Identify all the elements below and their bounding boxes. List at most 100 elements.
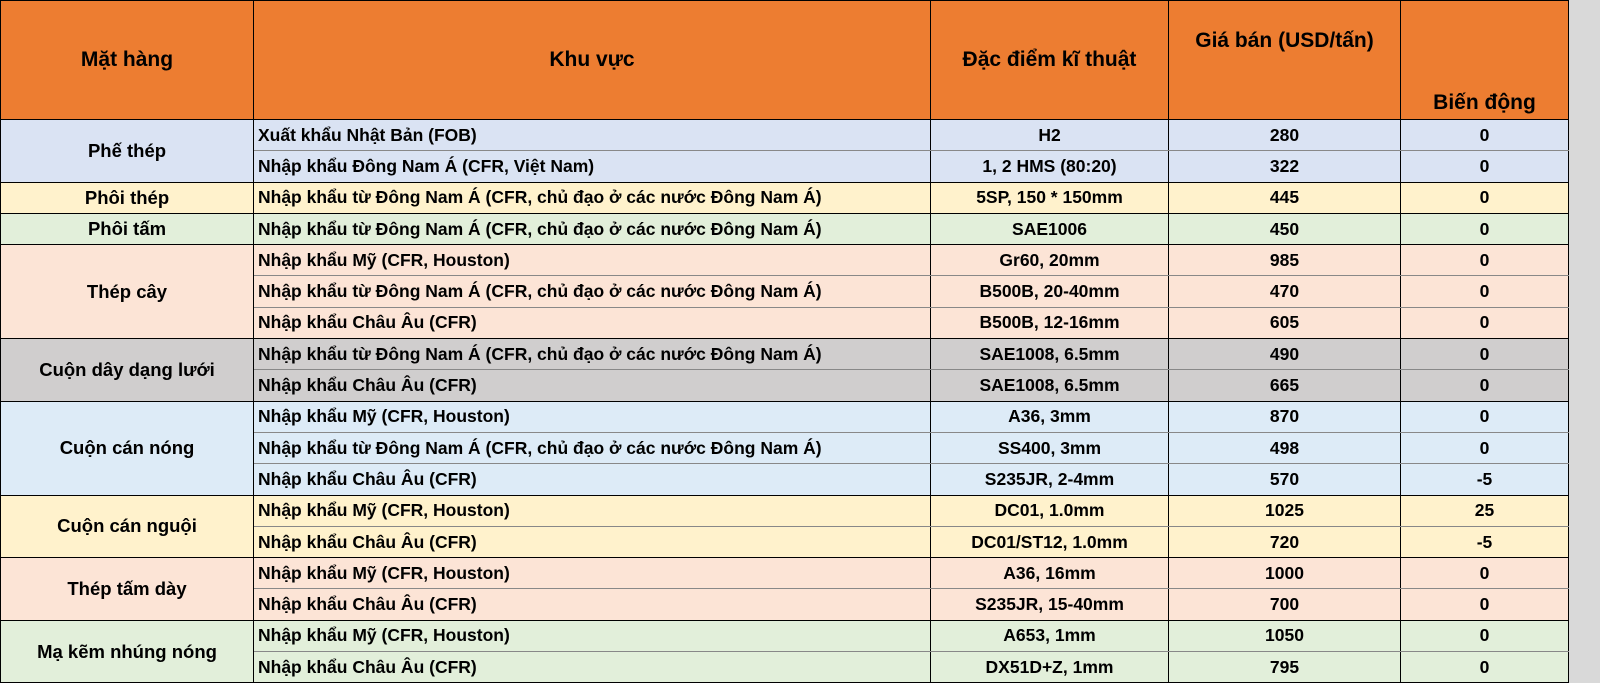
table-row: Mạ kẽm nhúng nóng Nhập khẩu Mỹ (CFR, Hous… — [0, 619, 1569, 683]
header-dac-diem: Đặc điểm kĩ thuật — [930, 0, 1169, 120]
spec-cell: 5SP, 150 * 150mm — [930, 181, 1169, 214]
table-row: Cuộn dây dạng lưới Nhập khẩu từ Đông Nam … — [0, 338, 1569, 402]
region-cell: Nhập khẩu Châu Âu (CFR) — [253, 463, 931, 496]
region-cell: Nhập khẩu từ Đông Nam Á (CFR, chủ đạo ở … — [253, 275, 931, 308]
region-cell: Nhập khẩu Châu Âu (CFR) — [253, 588, 931, 621]
change-cell: 0 — [1400, 118, 1569, 152]
table-row: Nhập khẩu Châu Âu (CFR) S235JR, 15-40mm 70… — [0, 588, 1569, 621]
region-cell: Nhập khẩu từ Đông Nam Á (CFR, chủ đạo ở … — [253, 212, 931, 246]
change-cell: 0 — [1400, 306, 1569, 340]
header-row: Mặt hàng Khu vực Đặc điểm kĩ thuật Giá b… — [0, 0, 1569, 120]
change-cell: 0 — [1400, 431, 1569, 465]
price-cell: 665 — [1168, 369, 1401, 402]
region-cell: Nhập khẩu Mỹ (CFR, Houston) — [253, 494, 931, 527]
price-cell: 450 — [1168, 212, 1401, 246]
region-cell: Nhập khẩu Châu Âu (CFR) — [253, 306, 931, 340]
change-cell: 0 — [1400, 588, 1569, 621]
spec-cell: DC01, 1.0mm — [930, 494, 1169, 527]
table-row: Nhập khẩu từ Đông Nam Á (CFR, chủ đạo ở … — [0, 431, 1569, 465]
spec-cell: Gr60, 20mm — [930, 244, 1169, 277]
header-gia-ban: Giá bán (USD/tấn) — [1168, 0, 1401, 120]
change-cell: 0 — [1400, 150, 1569, 183]
region-cell: Nhập khẩu từ Đông Nam Á (CFR, chủ đạo ở … — [253, 338, 931, 371]
product-name-cell: Cuộn cán nguội — [0, 494, 254, 559]
change-cell: 0 — [1400, 212, 1569, 246]
region-cell: Nhập khẩu Châu Âu (CFR) — [253, 525, 931, 559]
table-row: Nhập khẩu Châu Âu (CFR) B500B, 12-16mm 605… — [0, 306, 1569, 340]
product-name-cell: Mạ kẽm nhúng nóng — [0, 619, 254, 683]
product-name-cell: Thép tấm dày — [0, 557, 254, 621]
region-cell: Nhập khẩu Mỹ (CFR, Houston) — [253, 557, 931, 590]
region-cell: Nhập khẩu Châu Âu (CFR) — [253, 369, 931, 402]
product-name-cell: Cuộn cán nóng — [0, 400, 254, 496]
change-cell: -5 — [1400, 463, 1569, 496]
price-cell: 470 — [1168, 275, 1401, 308]
price-cell: 700 — [1168, 588, 1401, 621]
table-row: Phôi thép Nhập khẩu từ Đông Nam Á (CFR, c… — [0, 181, 1569, 214]
product-name-cell: Thép cây — [0, 244, 254, 340]
table-row: Phế thép Xuất khẩu Nhật Bản (FOB) H2 280 0 — [0, 118, 1569, 183]
table-row: Cuộn cán nguội Nhập khẩu Mỹ (CFR, Houston… — [0, 494, 1569, 559]
price-cell: 280 — [1168, 118, 1401, 152]
region-cell: Nhập khẩu Mỹ (CFR, Houston) — [253, 400, 931, 433]
change-cell: 0 — [1400, 400, 1569, 433]
table-row: Thép tấm dày Nhập khẩu Mỹ (CFR, Houston) A… — [0, 557, 1569, 621]
spec-cell: 1, 2 HMS (80:20) — [930, 150, 1169, 183]
product-name-cell: Phôi tấm — [0, 212, 254, 246]
price-cell: 1025 — [1168, 494, 1401, 527]
change-cell: 0 — [1400, 651, 1569, 683]
spec-cell: A36, 3mm — [930, 400, 1169, 433]
change-cell: 0 — [1400, 244, 1569, 277]
header-mat-hang: Mặt hàng — [0, 0, 254, 120]
header-khu-vuc: Khu vực — [253, 0, 931, 120]
change-cell: 0 — [1400, 369, 1569, 402]
table-row: Nhập khẩu Đông Nam Á (CFR, Việt Nam) 1, 2… — [0, 150, 1569, 183]
change-cell: 0 — [1400, 181, 1569, 214]
price-cell: 1050 — [1168, 619, 1401, 653]
spec-cell: SAE1006 — [930, 212, 1169, 246]
spec-cell: DC01/ST12, 1.0mm — [930, 525, 1169, 559]
price-cell: 985 — [1168, 244, 1401, 277]
price-cell: 570 — [1168, 463, 1401, 496]
table-row: Cuộn cán nóng Nhập khẩu Mỹ (CFR, Houston)… — [0, 400, 1569, 496]
table-row: Thép cây Nhập khẩu Mỹ (CFR, Houston) Gr60,… — [0, 244, 1569, 340]
spec-cell: SAE1008, 6.5mm — [930, 369, 1169, 402]
product-name-cell: Cuộn dây dạng lưới — [0, 338, 254, 402]
region-cell: Nhập khẩu từ Đông Nam Á (CFR, chủ đạo ở … — [253, 181, 931, 214]
table-row: Nhập khẩu Châu Âu (CFR) DC01/ST12, 1.0mm 7… — [0, 525, 1569, 559]
price-cell: 445 — [1168, 181, 1401, 214]
change-cell: 0 — [1400, 338, 1569, 371]
price-cell: 1000 — [1168, 557, 1401, 590]
region-cell: Nhập khẩu Mỹ (CFR, Houston) — [253, 244, 931, 277]
price-cell: 870 — [1168, 400, 1401, 433]
region-cell: Nhập khẩu Mỹ (CFR, Houston) — [253, 619, 931, 653]
table-row: Nhập khẩu Châu Âu (CFR) S235JR, 2-4mm 570-… — [0, 463, 1569, 496]
change-cell: -5 — [1400, 525, 1569, 559]
change-cell: 0 — [1400, 619, 1569, 653]
region-cell: Nhập khẩu từ Đông Nam Á (CFR, chủ đạo ở … — [253, 431, 931, 465]
table-row: Phôi tấm Nhập khẩu từ Đông Nam Á (CFR, ch… — [0, 212, 1569, 246]
spec-cell: S235JR, 2-4mm — [930, 463, 1169, 496]
spec-cell: H2 — [930, 118, 1169, 152]
price-cell: 605 — [1168, 306, 1401, 340]
change-cell: 0 — [1400, 557, 1569, 590]
spec-cell: SS400, 3mm — [930, 431, 1169, 465]
table-body: Phế thép Xuất khẩu Nhật Bản (FOB) H2 280 0 Nh… — [0, 118, 1569, 683]
spec-cell: A653, 1mm — [930, 619, 1169, 653]
price-cell: 795 — [1168, 651, 1401, 683]
change-cell: 25 — [1400, 494, 1569, 527]
spec-cell: A36, 16mm — [930, 557, 1169, 590]
spec-cell: B500B, 20-40mm — [930, 275, 1169, 308]
product-name-cell: Phế thép — [0, 119, 254, 183]
price-cell: 720 — [1168, 525, 1401, 559]
spec-cell: B500B, 12-16mm — [930, 306, 1169, 340]
product-name-cell: Phôi thép — [0, 181, 254, 214]
spec-cell: S235JR, 15-40mm — [930, 588, 1169, 621]
price-cell: 490 — [1168, 338, 1401, 371]
region-cell: Nhập khẩu Châu Âu (CFR) — [253, 651, 931, 683]
spec-cell: SAE1008, 6.5mm — [930, 338, 1169, 371]
region-cell: Xuất khẩu Nhật Bản (FOB) — [253, 118, 931, 152]
region-cell: Nhập khẩu Đông Nam Á (CFR, Việt Nam) — [253, 150, 931, 183]
header-bien-dong: Biến động — [1400, 0, 1569, 120]
